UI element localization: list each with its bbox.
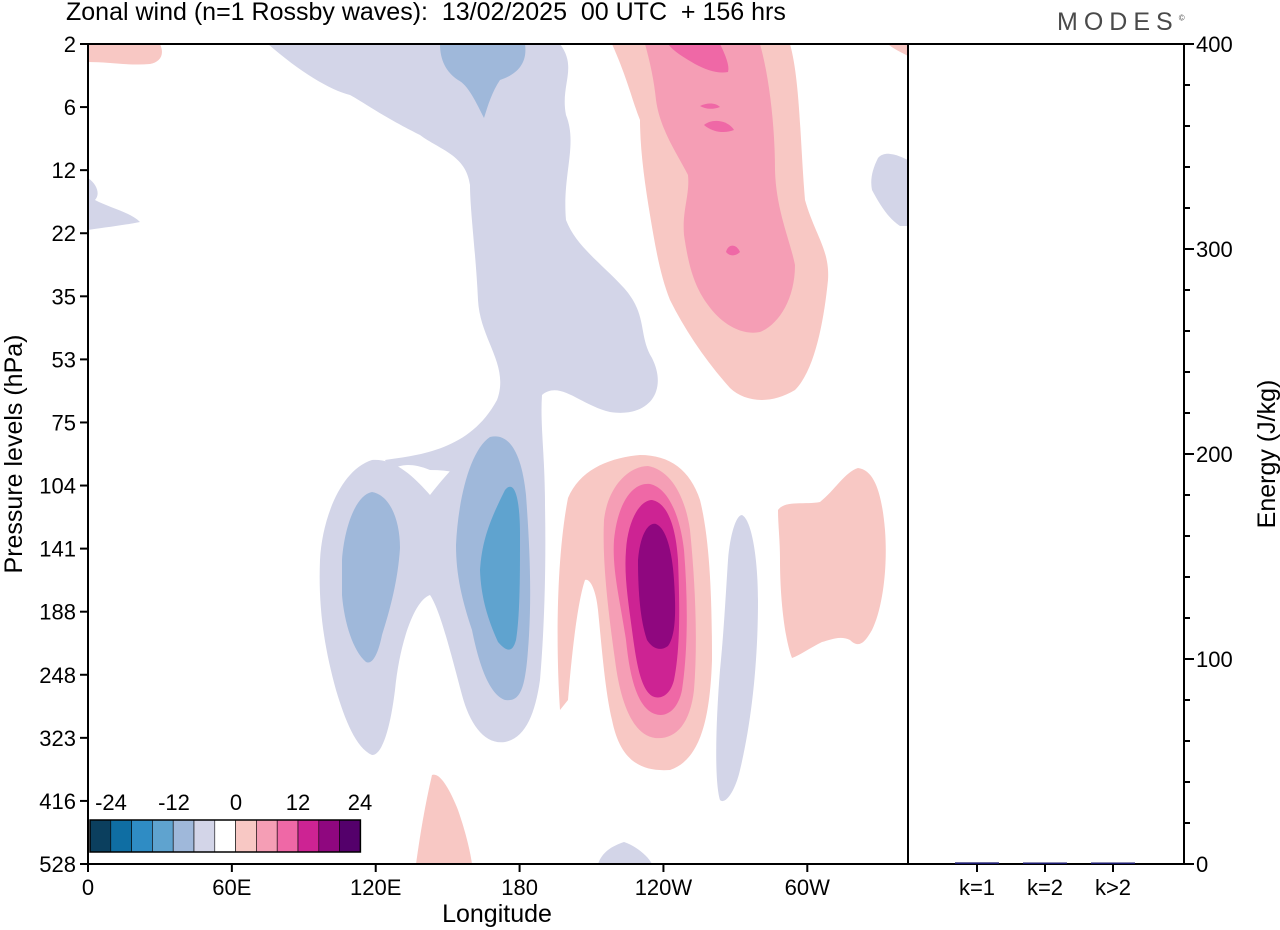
x-tick-label: 60W	[785, 875, 830, 900]
energy-bar	[955, 862, 999, 864]
x-axis-longitude: 0 60E 120E 180 120W 60W	[82, 864, 830, 900]
y-tick-label: 6	[64, 95, 76, 120]
contour-upper-jet-core-c	[726, 245, 740, 256]
contour-lower-negative-lobe1	[342, 492, 400, 663]
contour-lower-negative-lobe2-core	[480, 486, 520, 650]
y-tick-label: 323	[39, 726, 76, 751]
colorbar-swatch	[214, 819, 236, 853]
energy-category-label: k=2	[1027, 875, 1063, 900]
colorbar-swatch	[152, 819, 174, 853]
y-tick-label: 22	[52, 221, 76, 246]
contour-lower-negative-strip	[716, 515, 758, 802]
colorbar-swatch	[193, 819, 216, 853]
y-tick-label: 528	[39, 852, 76, 877]
brand-mark: ©	[1178, 13, 1185, 23]
energy-frame	[907, 43, 1185, 865]
y-axis-label-right: Energy (J/kg)	[1253, 380, 1280, 529]
colorbar-swatch	[297, 819, 320, 853]
colorbar-swatch	[256, 819, 278, 853]
y-axis-label-left: Pressure levels (hPa)	[0, 335, 28, 574]
x-tick-label: 120W	[635, 875, 693, 900]
contour-upper-jet-core-a	[704, 120, 734, 133]
y-tick-label: 248	[39, 663, 76, 688]
energy-bar	[1091, 862, 1135, 864]
colorbar-swatch	[235, 819, 257, 853]
energy-tick-label: 0	[1196, 852, 1208, 877]
colorbar-frame	[89, 819, 362, 853]
x-tick-label: 60E	[212, 875, 251, 900]
contour-upper-jet-core-b	[700, 103, 720, 109]
brand-logo: MODES©	[1057, 8, 1185, 37]
x-tick-label: 120E	[350, 875, 401, 900]
energy-category-label: k=1	[959, 875, 995, 900]
colorbar-swatch	[339, 819, 361, 853]
colorbar-legend: -24 -12 0 12 24	[89, 790, 372, 853]
contour-upper-negative-cap	[440, 44, 526, 118]
contour-edge-negative-right	[871, 153, 908, 226]
colorbar-swatch	[131, 819, 153, 853]
brand-text: MODES	[1057, 8, 1179, 36]
colorbar-label: 24	[348, 790, 372, 815]
contour-edge-negative-left	[88, 178, 140, 230]
y-tick-label: 35	[52, 284, 76, 309]
y-tick-label: 188	[39, 600, 76, 625]
energy-tick-label: 100	[1196, 647, 1233, 672]
colorbar-swatch	[318, 819, 340, 853]
y-tick-label: 75	[52, 410, 76, 435]
y-axis-energy: 0 100 200 300 400	[1184, 32, 1233, 877]
contour-bottom-negative	[598, 842, 652, 864]
contour-bottom-positive	[416, 774, 472, 864]
x-axis-label: Longitude	[442, 900, 552, 928]
contour-field	[88, 44, 908, 864]
colorbar-label: 12	[286, 790, 310, 815]
colorbar-swatch	[172, 819, 195, 853]
chart-title: Zonal wind (n=1 Rossby waves): 13/02/202…	[66, 0, 786, 26]
contour-upper-jet-mid	[645, 44, 795, 333]
x-tick-label: 180	[501, 875, 538, 900]
y-tick-label: 416	[39, 789, 76, 814]
y-tick-label: 12	[52, 158, 76, 183]
colorbar-swatch	[110, 819, 132, 853]
contour-topleft-positive	[88, 44, 162, 65]
x-tick-label: 0	[82, 875, 94, 900]
energy-tick-label: 200	[1196, 442, 1233, 467]
energy-category-label: k>2	[1095, 875, 1131, 900]
contour-upper-jet-core-top	[668, 44, 729, 73]
y-tick-label: 53	[52, 347, 76, 372]
y-tick-label: 141	[39, 537, 76, 562]
energy-bar	[1023, 862, 1067, 864]
contour-lower-positive-core	[638, 523, 676, 649]
y-tick-label: 104	[39, 474, 76, 499]
energy-bars: k=1 k=2 k>2	[955, 862, 1135, 900]
colorbar-label: -12	[158, 790, 190, 815]
energy-tick-label: 300	[1196, 237, 1233, 262]
y-tick-label: 2	[64, 32, 76, 57]
colorbar-label: 0	[230, 790, 242, 815]
contour-topright-positive	[888, 44, 908, 56]
colorbar-swatch	[89, 819, 112, 853]
y-axis-pressure: 2 6 12 22 35 53 75 104 141 188 248 323 416 528	[39, 32, 88, 877]
colorbar-swatch	[276, 819, 299, 853]
contour-lower-positive-east	[778, 468, 886, 658]
energy-tick-label: 400	[1196, 32, 1233, 57]
contour-upper-negative-band	[268, 44, 658, 505]
colorbar-label: -24	[95, 790, 127, 815]
